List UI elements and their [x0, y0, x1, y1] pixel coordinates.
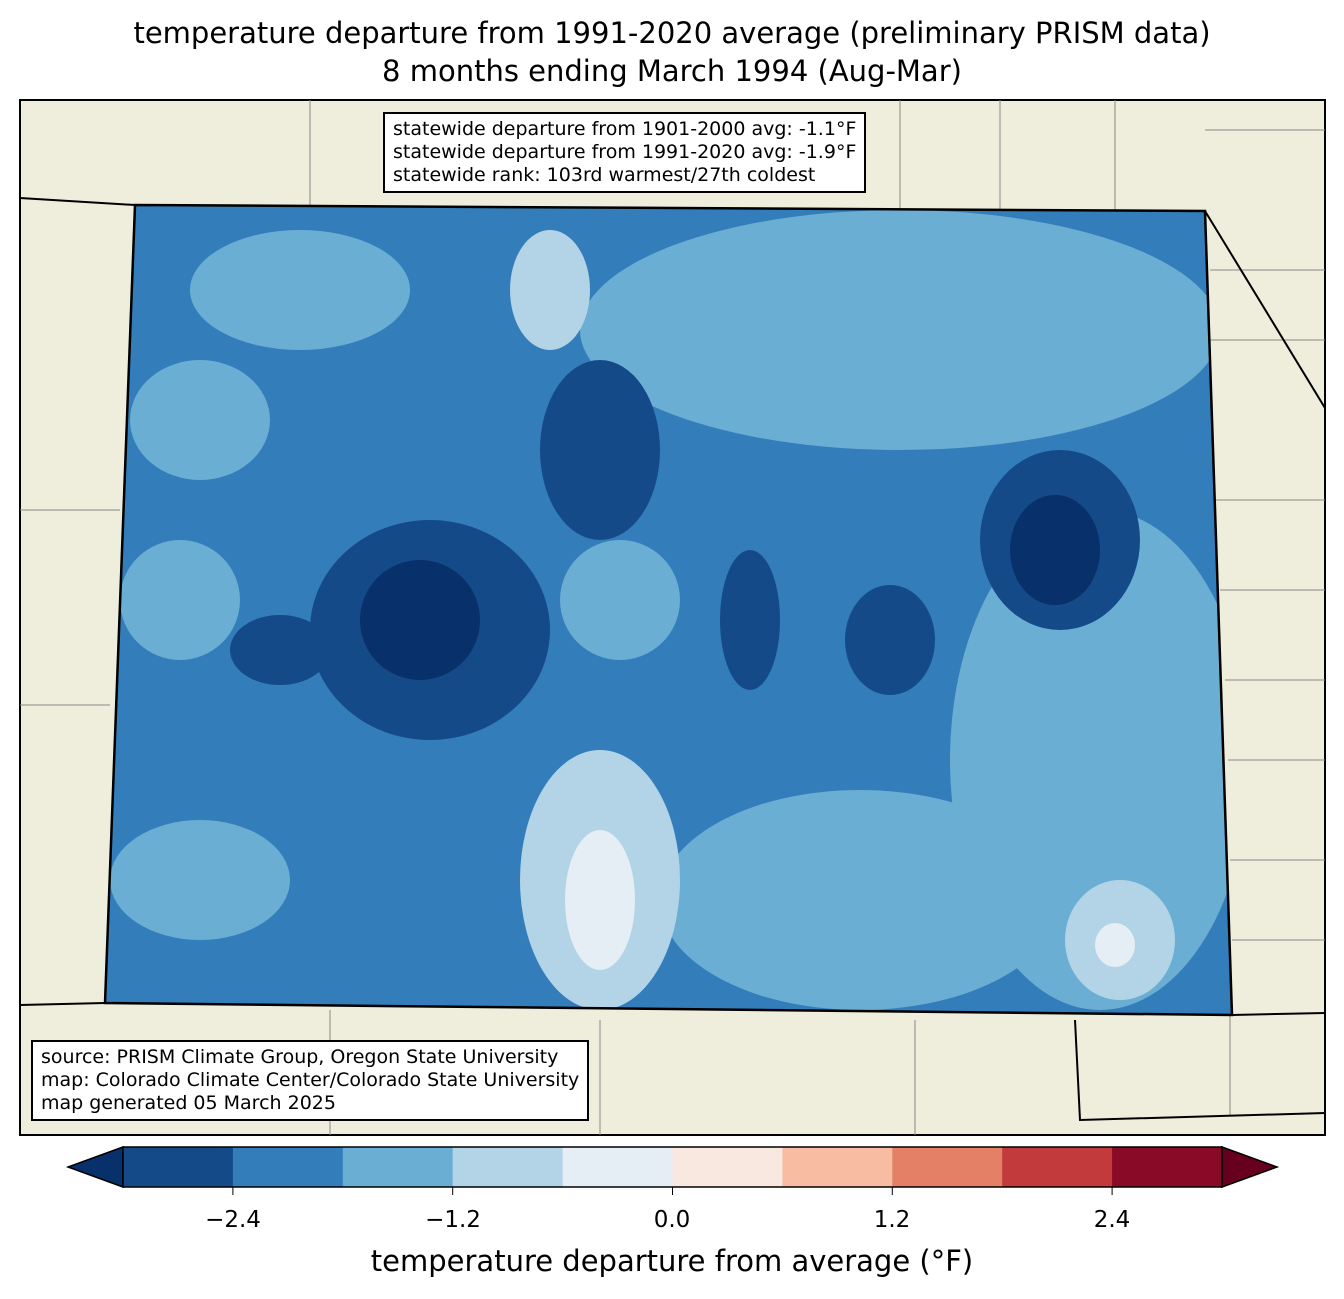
colorbar-bin — [123, 1147, 234, 1187]
colorbar-bin — [1002, 1147, 1113, 1187]
statewide-stats-box: statewide departure from 1901-2000 avg: … — [383, 112, 867, 193]
colorbar-bin — [232, 1147, 344, 1187]
colorbar-over-arrow — [1221, 1145, 1280, 1189]
map-credit-line: map: Colorado Climate Center/Colorado St… — [41, 1069, 580, 1091]
source-line: source: PRISM Climate Group, Oregon Stat… — [41, 1046, 559, 1068]
colorbar-bin — [342, 1147, 454, 1187]
map-subtitle: 8 months ending March 1994 (Aug-Mar) — [382, 54, 962, 88]
colorbar-frame — [122, 1146, 1223, 1188]
colorbar-tick-label: 0.0 — [653, 1207, 691, 1233]
colorado-departure-field — [105, 205, 1232, 1015]
colorbar-bin — [562, 1147, 673, 1187]
colorbar-bin — [452, 1147, 564, 1187]
map-title: temperature departure from 1991-2020 ave… — [133, 16, 1211, 50]
stats-departure-1901-2000: statewide departure from 1901-2000 avg: … — [393, 118, 857, 140]
colorbar-bin — [672, 1147, 783, 1187]
colorbar — [65, 1145, 1280, 1195]
colorbar-tick-label: 2.4 — [1093, 1207, 1131, 1233]
generated-date-line: map generated 05 March 2025 — [41, 1092, 336, 1114]
stats-rank: statewide rank: 103rd warmest/27th colde… — [393, 164, 816, 186]
colorbar-bin — [892, 1147, 1003, 1187]
source-box: source: PRISM Climate Group, Oregon Stat… — [31, 1040, 590, 1121]
colorbar-label: temperature departure from average (°F) — [370, 1244, 974, 1278]
colorbar-under-arrow — [65, 1145, 124, 1189]
colorbar-bin — [782, 1147, 893, 1187]
colorbar-tick-label: −2.4 — [205, 1207, 261, 1233]
neighbor-county-lines — [20, 100, 1325, 1135]
stats-departure-1991-2020: statewide departure from 1991-2020 avg: … — [393, 141, 857, 163]
colorbar-bin — [1112, 1147, 1223, 1187]
state-borders — [19, 197, 1326, 1122]
colorbar-tick-label: 1.2 — [873, 1207, 911, 1233]
colorbar-tick-label: −1.2 — [425, 1207, 481, 1233]
